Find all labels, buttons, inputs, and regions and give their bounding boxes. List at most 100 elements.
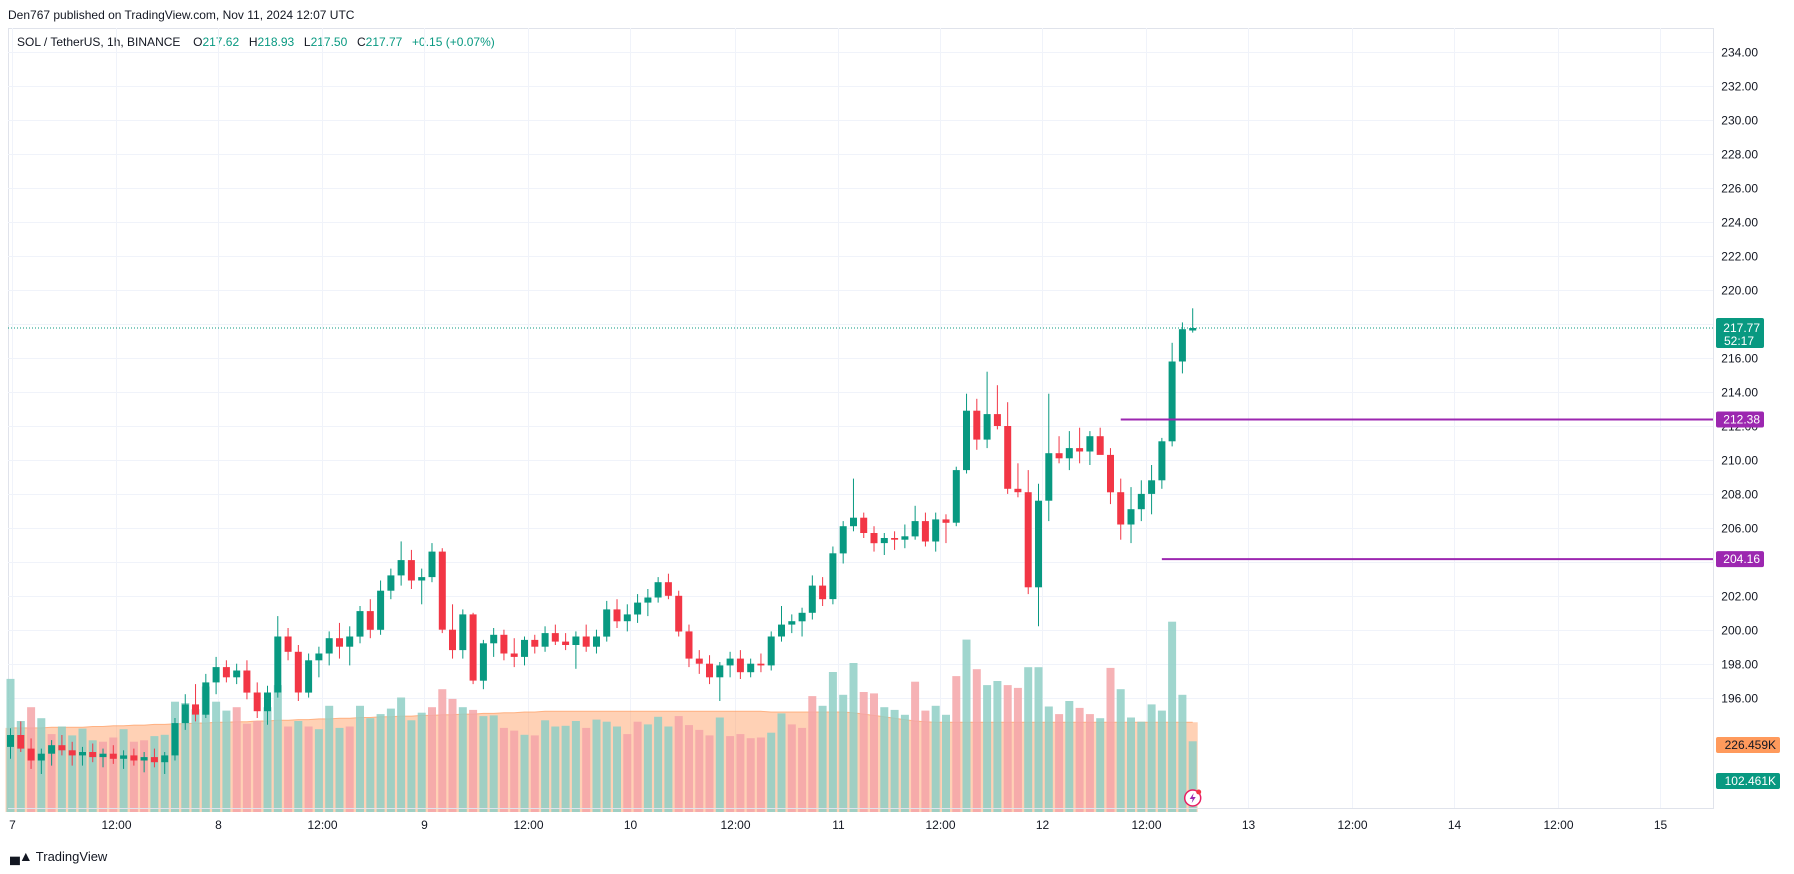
volume-bar: [685, 725, 693, 812]
candle-body: [449, 629, 456, 651]
candle-body: [1107, 454, 1114, 493]
volume-bar: [695, 729, 704, 812]
volume-bar: [356, 705, 364, 812]
close-label: C: [356, 35, 366, 49]
volume-bar: [417, 712, 426, 812]
candle-body: [377, 590, 385, 630]
candle-body: [942, 519, 950, 523]
candle: [212, 656, 220, 695]
volume-bar: [458, 707, 467, 812]
candle-body: [109, 753, 117, 759]
candle: [150, 748, 158, 768]
open-value: 217.62: [202, 35, 240, 49]
volume-bar: [397, 697, 406, 812]
candle: [819, 577, 827, 606]
volume-bar: [16, 721, 25, 812]
volume-bar: [613, 726, 621, 812]
volume-bar: [983, 685, 992, 812]
candle-body: [68, 750, 76, 756]
candle-body: [99, 753, 107, 758]
volume-bar: [592, 719, 601, 812]
candle-body: [891, 538, 899, 540]
candle-body: [932, 519, 940, 542]
x-tick-label: 12:00: [720, 818, 750, 832]
candle: [161, 752, 169, 774]
candle: [387, 568, 395, 600]
candle-body: [952, 470, 960, 523]
y-tick-label: 198.00: [1721, 658, 1758, 672]
volume-bar: [1137, 721, 1146, 812]
close-value: 217.77: [365, 35, 403, 49]
volume-ma-label-bg: [1716, 737, 1780, 753]
candle-body: [1065, 448, 1073, 459]
candle: [305, 653, 313, 698]
candle: [880, 533, 888, 555]
candle: [500, 629, 508, 661]
candles-layer: [7, 308, 1197, 774]
candle: [192, 684, 199, 722]
low-label: L: [303, 35, 311, 49]
candle-body: [757, 663, 765, 666]
volume-bar: [191, 709, 200, 812]
candle-body: [1158, 441, 1166, 481]
y-tick-label: 200.00: [1721, 624, 1758, 638]
candle-body: [808, 585, 816, 613]
candle: [675, 590, 683, 637]
candle-body: [736, 658, 744, 673]
volume-bar: [438, 689, 447, 812]
candle-body: [7, 735, 14, 747]
horizontal-levels[interactable]: [1120, 418, 1713, 561]
volume-bar: [993, 681, 1002, 812]
volume-bar: [1085, 714, 1094, 812]
event-marker[interactable]: [1183, 789, 1202, 807]
candle: [315, 646, 323, 678]
candle: [202, 673, 210, 718]
symbol-label: SOL / TetherUS, 1h, BINANCE: [17, 35, 181, 49]
candle-body: [901, 536, 909, 540]
candle-body: [654, 582, 662, 598]
candle: [757, 653, 765, 673]
candle: [397, 541, 405, 586]
candle: [243, 660, 251, 700]
candle-body: [685, 631, 693, 659]
y-tick-label: 214.00: [1721, 386, 1758, 400]
candle-body: [521, 639, 528, 657]
last-price-label: 217.77: [1723, 321, 1760, 335]
volume-bar: [643, 724, 652, 812]
candle: [747, 658, 755, 678]
candle: [377, 580, 385, 635]
volume-bar: [57, 726, 66, 812]
publisher-line: Den767 published on TradingView.com, Nov…: [8, 8, 355, 22]
tradingview-logo[interactable]: ▄▲ TradingView: [10, 848, 107, 864]
y-tick-label: 206.00: [1721, 522, 1758, 536]
candle-body: [366, 611, 374, 630]
volume-bar: [335, 727, 344, 812]
candle-body: [1086, 436, 1094, 452]
volume-bar: [325, 705, 334, 812]
volume-bar: [715, 717, 724, 812]
candle: [366, 599, 374, 639]
candle: [623, 604, 631, 632]
candle-body: [1127, 509, 1135, 525]
volume-bar: [1168, 621, 1177, 812]
volume-bar: [119, 729, 128, 812]
y-tick-label: 222.00: [1721, 250, 1758, 264]
candle: [17, 721, 25, 752]
volume-bar: [242, 723, 251, 812]
volume-bar: [839, 694, 848, 812]
candle-body: [1055, 453, 1063, 459]
candle-body: [572, 636, 580, 645]
candle-body: [706, 663, 713, 678]
volume-bar: [1116, 689, 1125, 812]
level-label: 204.16: [1723, 552, 1760, 566]
candle: [37, 748, 45, 774]
candle: [736, 650, 744, 679]
volume-bar: [726, 736, 735, 812]
volume-bar: [1003, 685, 1012, 812]
volume-bar: [140, 740, 149, 812]
candle-body: [140, 757, 148, 761]
candle: [109, 745, 117, 764]
countdown-label: 52:17: [1724, 334, 1754, 348]
candle-body: [582, 636, 590, 647]
